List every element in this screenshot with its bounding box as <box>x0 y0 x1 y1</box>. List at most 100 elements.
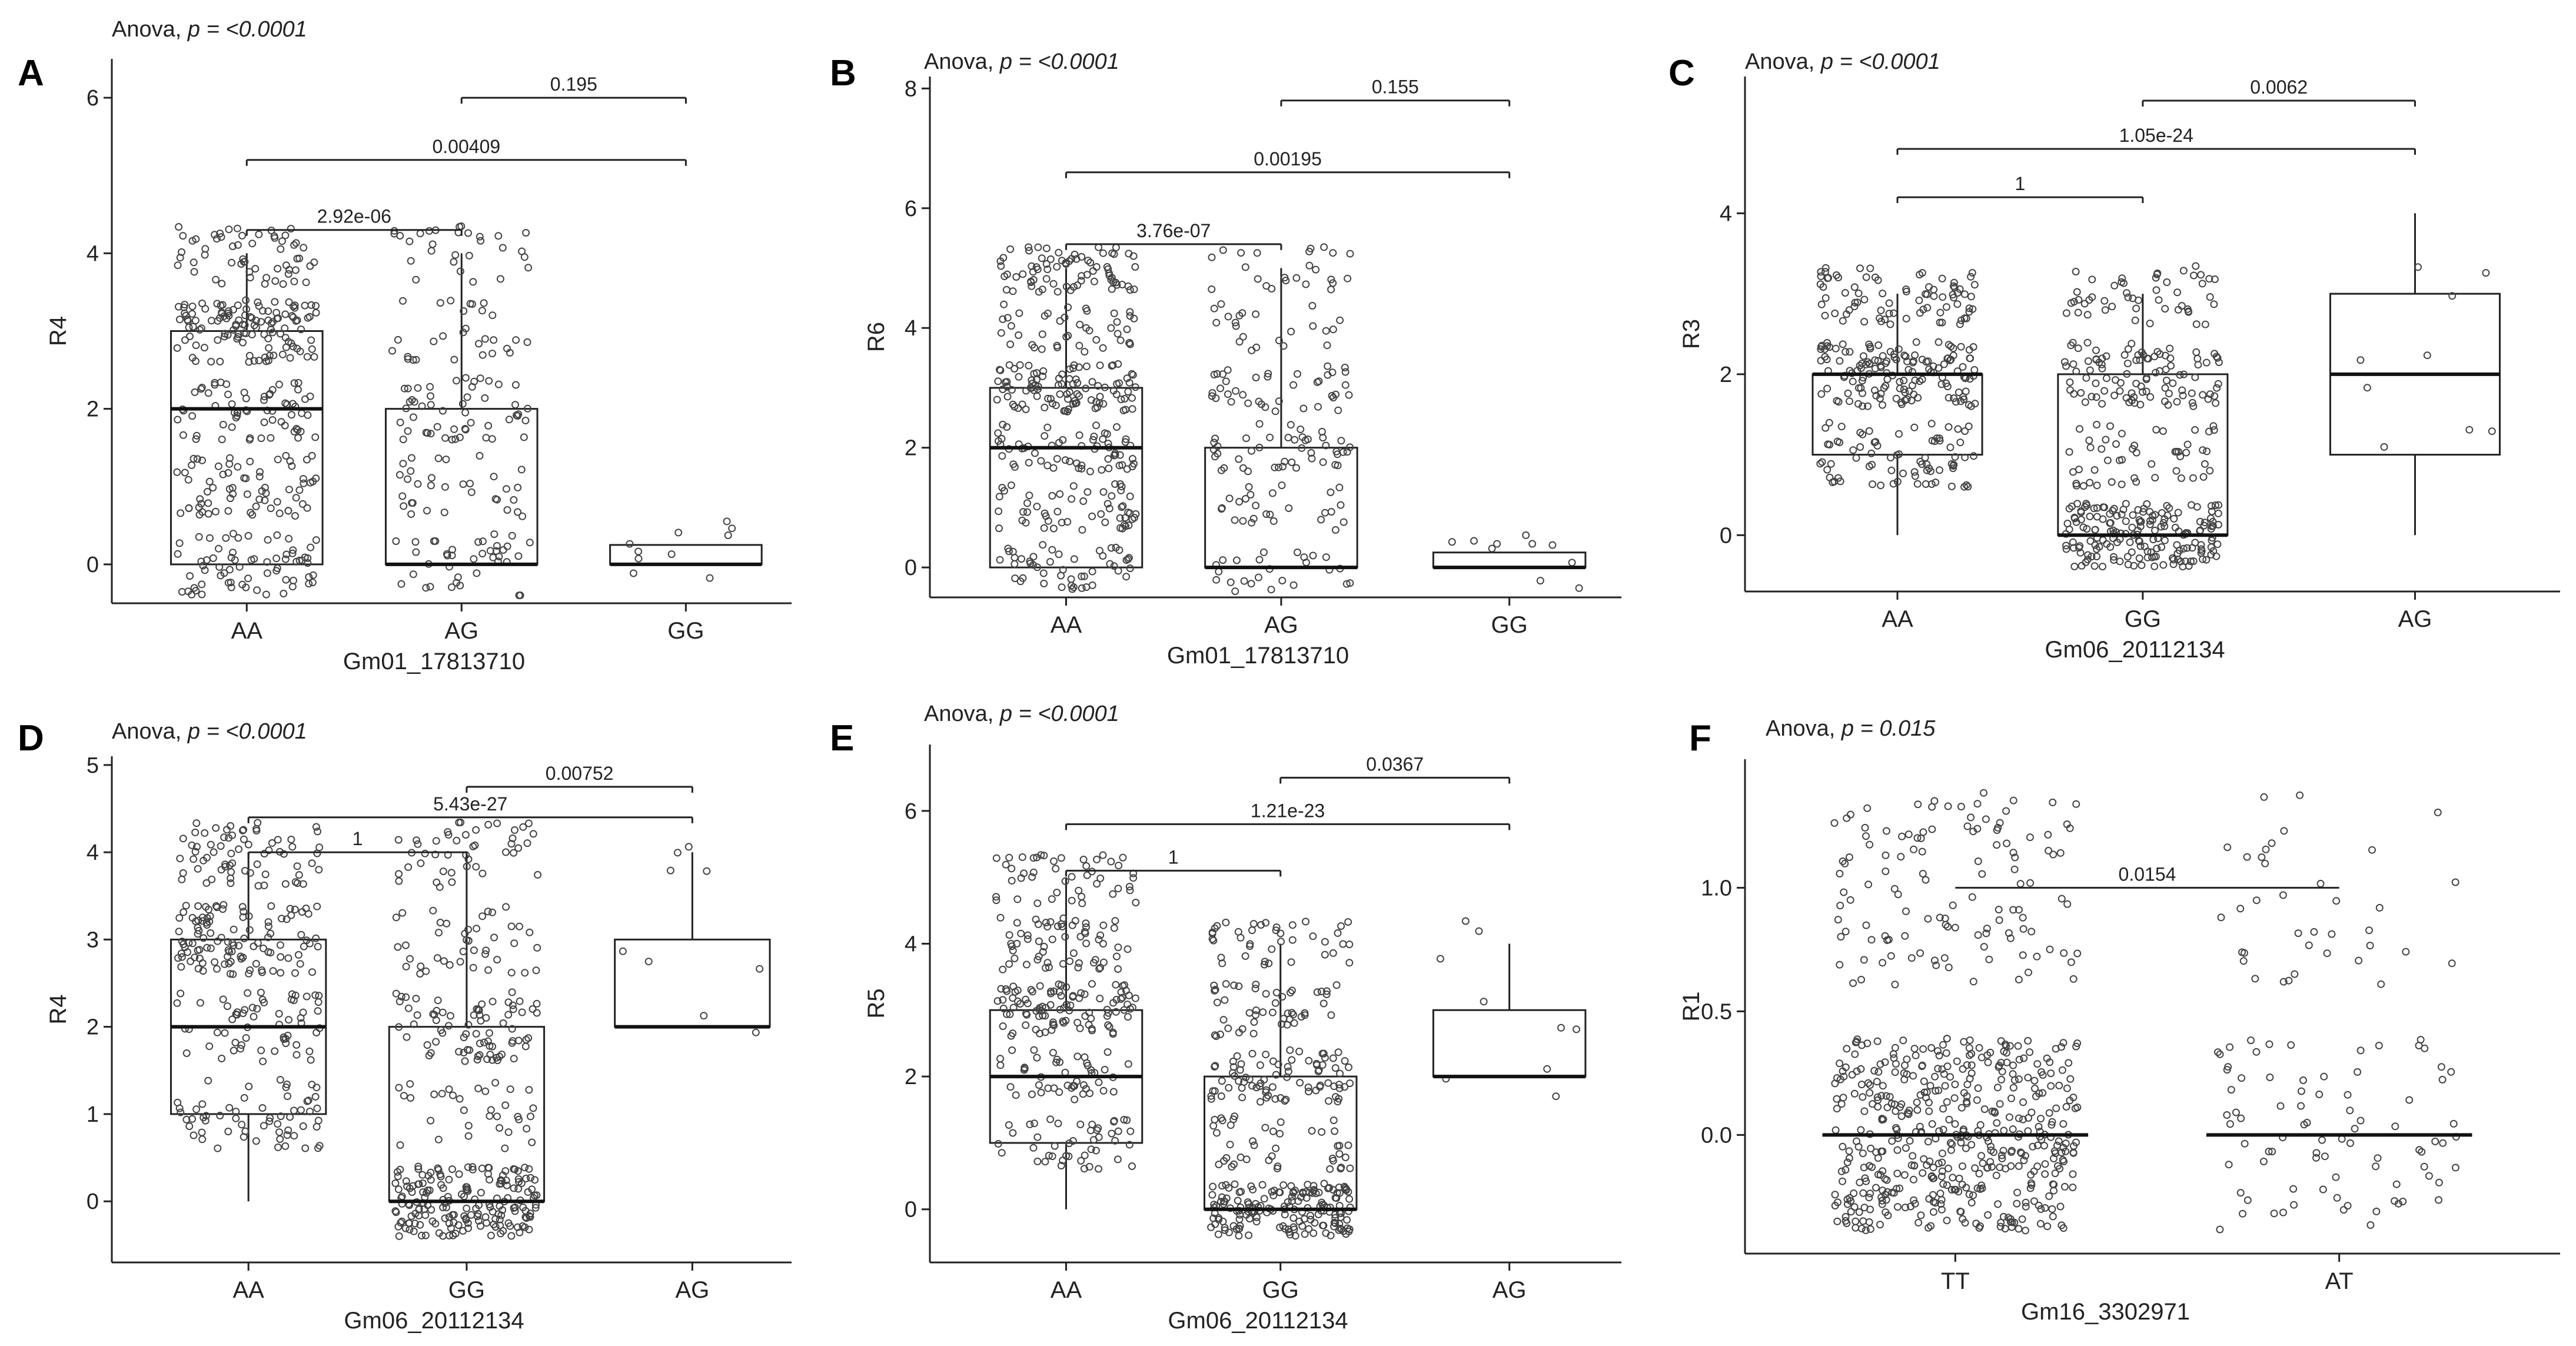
data-point <box>2159 427 2167 435</box>
data-point <box>2005 1113 2013 1121</box>
data-point <box>314 942 322 950</box>
data-point <box>626 540 634 548</box>
data-point <box>1296 1079 1304 1087</box>
data-point <box>514 552 523 560</box>
data-point <box>1935 1052 1943 1059</box>
data-point <box>2015 1162 2023 1170</box>
data-point <box>281 231 290 240</box>
data-point <box>279 280 287 288</box>
data-point <box>245 351 254 360</box>
data-point <box>2062 545 2070 553</box>
data-point <box>273 498 281 506</box>
data-point <box>201 829 209 837</box>
data-point <box>1208 285 1216 293</box>
data-point <box>1913 834 1922 842</box>
data-point <box>1233 1052 1241 1060</box>
data-point <box>1929 1208 1937 1216</box>
data-point <box>524 1034 533 1042</box>
data-point <box>266 1114 274 1122</box>
data-point <box>230 925 238 933</box>
data-point <box>2372 1162 2380 1171</box>
data-point <box>175 1104 184 1112</box>
data-point <box>214 462 222 470</box>
data-point <box>209 554 217 562</box>
data-point <box>271 277 280 285</box>
data-point <box>1011 574 1019 583</box>
data-point <box>197 500 205 508</box>
data-point <box>245 358 253 366</box>
data-point <box>280 850 288 858</box>
data-point <box>1331 1214 1339 1222</box>
data-point <box>1025 491 1033 500</box>
data-point <box>1092 263 1101 271</box>
data-point <box>1101 519 1109 526</box>
data-point <box>199 561 207 570</box>
data-point <box>1982 929 1990 938</box>
data-point <box>1865 1194 1873 1202</box>
data-point <box>1274 1061 1282 1069</box>
data-point <box>1099 921 1108 929</box>
data-point <box>703 867 711 875</box>
data-point <box>2120 279 2128 287</box>
data-point <box>1106 560 1114 568</box>
data-point <box>303 353 311 361</box>
data-point <box>288 583 297 591</box>
data-point <box>463 1185 470 1193</box>
data-point <box>2088 275 2096 284</box>
data-point <box>2377 980 2385 988</box>
data-point <box>1470 537 1478 545</box>
data-point <box>2160 536 2169 544</box>
data-point <box>2088 553 2096 561</box>
data-point <box>1231 516 1239 524</box>
data-point <box>1337 437 1345 445</box>
data-point <box>224 938 232 946</box>
data-point <box>1045 1152 1053 1159</box>
data-point <box>2018 1215 2026 1223</box>
data-point <box>2020 1156 2028 1165</box>
data-point <box>194 930 202 938</box>
data-point <box>1344 274 1352 283</box>
data-point <box>253 860 261 868</box>
data-point <box>2069 975 2078 983</box>
data-point <box>1009 287 1017 295</box>
data-point <box>1345 1195 1354 1203</box>
data-point <box>284 507 292 515</box>
data-point <box>205 905 212 913</box>
data-point <box>1132 510 1140 518</box>
data-point <box>1238 1094 1247 1102</box>
data-point <box>504 1128 513 1136</box>
data-point <box>2010 1218 2019 1227</box>
data-point <box>1965 308 1973 316</box>
data-point <box>2037 1115 2045 1123</box>
data-point <box>2015 906 2023 914</box>
data-point <box>453 579 461 587</box>
data-point <box>1018 400 1026 408</box>
data-point <box>1951 923 1959 932</box>
data-point <box>466 480 474 488</box>
data-point <box>1218 504 1226 512</box>
data-point <box>403 1033 411 1041</box>
data-point <box>533 999 541 1008</box>
data-point <box>497 1211 506 1219</box>
data-point <box>444 828 452 836</box>
x-tick-label: AG <box>2398 606 2432 632</box>
data-point <box>1049 1049 1057 1057</box>
data-point <box>1212 318 1221 327</box>
data-point <box>1337 501 1345 509</box>
data-point <box>1288 458 1296 466</box>
data-point <box>481 950 489 958</box>
data-point <box>1225 1184 1233 1192</box>
data-point <box>1859 352 1867 360</box>
data-point <box>1281 457 1289 466</box>
data-point <box>224 1128 232 1135</box>
data-point <box>1248 1049 1257 1058</box>
data-point <box>1125 338 1134 347</box>
comparison-bracket: 1 <box>247 828 468 859</box>
data-point <box>1346 1079 1354 1088</box>
data-point <box>1238 1025 1247 1033</box>
data-point <box>404 355 412 363</box>
data-point <box>190 454 198 463</box>
data-point <box>1212 576 1221 584</box>
data-point <box>1860 295 1869 304</box>
data-point <box>1229 1115 1238 1124</box>
